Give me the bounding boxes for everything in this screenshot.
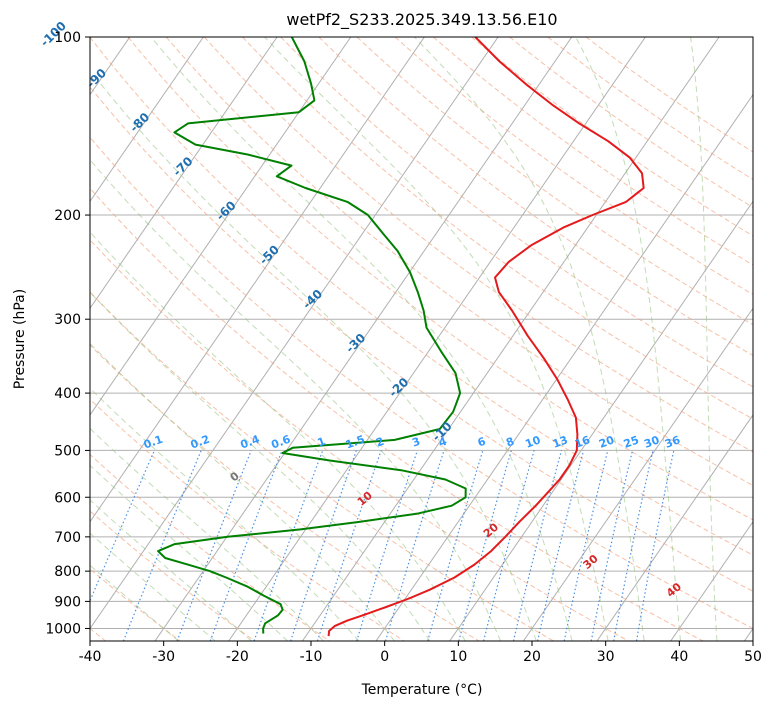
y-tick-label: 300 bbox=[54, 312, 81, 328]
x-tick-label: -30 bbox=[152, 649, 175, 665]
x-tick-label: 30 bbox=[597, 649, 615, 665]
y-tick-label: 200 bbox=[54, 208, 81, 224]
x-tick-label: 20 bbox=[523, 649, 541, 665]
x-tick-label: 0 bbox=[380, 649, 389, 665]
x-tick-label: -20 bbox=[226, 649, 249, 665]
x-tick-label: -10 bbox=[300, 649, 323, 665]
chart-title: wetPf2_S233.2025.349.13.56.E10 bbox=[286, 10, 557, 30]
x-tick-label: 40 bbox=[670, 649, 688, 665]
y-tick-label: 1000 bbox=[45, 621, 81, 637]
y-tick-label: 800 bbox=[54, 564, 81, 580]
y-tick-label: 500 bbox=[54, 443, 81, 459]
y-tick-label: 700 bbox=[54, 530, 81, 546]
x-tick-label: 10 bbox=[449, 649, 467, 665]
y-tick-label: 900 bbox=[54, 594, 81, 610]
y-axis-label: Pressure (hPa) bbox=[12, 289, 28, 389]
y-tick-label: 600 bbox=[54, 490, 81, 506]
x-tick-label: -40 bbox=[79, 649, 102, 665]
x-tick-label: 50 bbox=[744, 649, 762, 665]
y-tick-label: 100 bbox=[54, 30, 81, 46]
y-tick-label: 400 bbox=[54, 386, 81, 402]
x-axis-label: Temperature (°C) bbox=[361, 682, 483, 698]
